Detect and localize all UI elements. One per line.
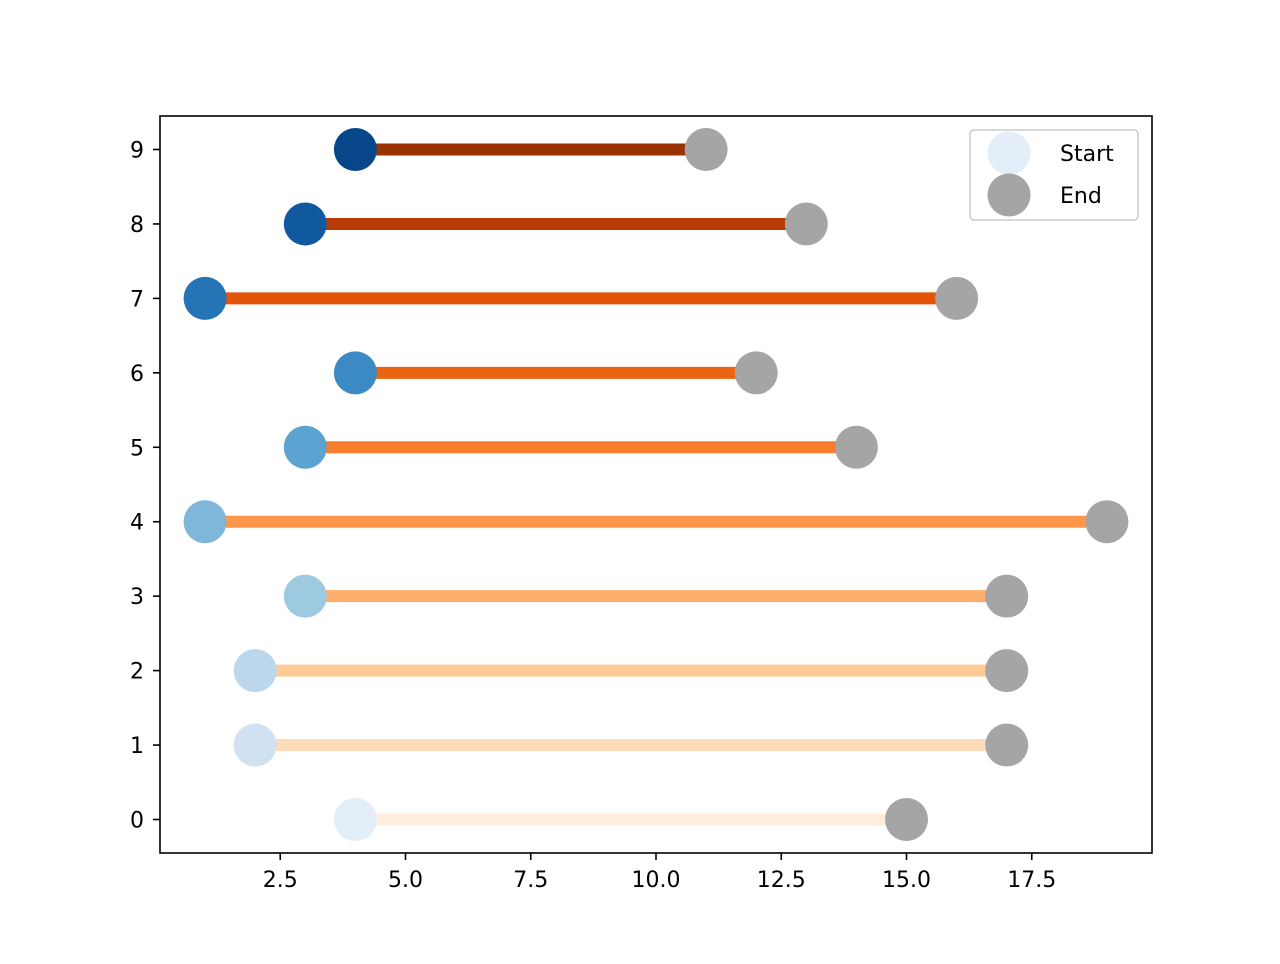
legend: Start End	[969, 129, 1139, 221]
plot-area	[183, 128, 1129, 841]
end-point	[784, 202, 828, 246]
start-point	[233, 649, 277, 693]
end-point	[834, 425, 878, 469]
start-point	[283, 202, 327, 246]
legend-label: Start	[1060, 142, 1114, 167]
y-tick-label: 8	[130, 213, 144, 238]
y-tick-label: 9	[130, 139, 144, 164]
y-tick-label: 7	[130, 287, 144, 312]
y-tick-label: 4	[130, 511, 144, 536]
y-tick-label: 0	[130, 809, 144, 834]
y-tick-label: 3	[130, 585, 144, 610]
end-point	[935, 276, 979, 320]
start-point	[333, 351, 377, 395]
start-point	[283, 574, 327, 618]
x-tick-label: 17.5	[1007, 868, 1056, 893]
x-tick-label: 7.5	[513, 868, 548, 893]
y-tick-label: 6	[130, 362, 144, 387]
x-tick-label: 5.0	[388, 868, 423, 893]
start-point	[283, 425, 327, 469]
legend-marker	[987, 131, 1031, 175]
end-point	[985, 574, 1029, 618]
start-point	[183, 276, 227, 320]
x-tick-label: 15.0	[882, 868, 931, 893]
end-point	[684, 128, 728, 171]
end-point	[985, 649, 1029, 693]
y-tick-label: 2	[130, 660, 144, 685]
x-tick-label: 2.5	[263, 868, 298, 893]
start-point	[333, 128, 377, 171]
axes: 2.5 5.0 7.5 10.0 12.5 15.0 17.5 0 1 2 3 4 5 6 7 8 9	[130, 139, 1056, 894]
end-point	[1085, 500, 1129, 544]
start-point	[333, 798, 377, 841]
y-tick-label: 5	[130, 436, 144, 461]
start-point	[233, 723, 277, 767]
end-point	[985, 723, 1029, 767]
end-point	[885, 798, 929, 841]
x-tick-label: 10.0	[632, 868, 681, 893]
x-tick-label: 12.5	[757, 868, 806, 893]
legend-marker	[987, 173, 1031, 217]
legend-label: End	[1060, 184, 1102, 209]
end-point	[734, 351, 778, 395]
start-point	[183, 500, 227, 544]
y-tick-label: 1	[130, 734, 144, 759]
